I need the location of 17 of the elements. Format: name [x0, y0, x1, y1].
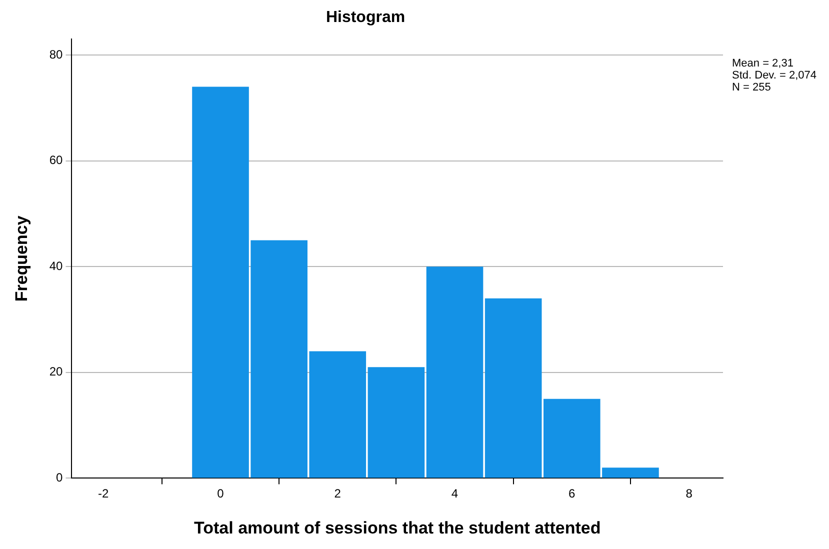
x-tick-label: 2: [334, 486, 342, 501]
text: Mean = 2,31: [732, 58, 794, 70]
y-axis-title: Frequency: [12, 215, 31, 302]
x-tick-label: -2: [98, 486, 110, 501]
x-tick-label: 8: [686, 486, 693, 501]
x-tick-label: 6: [568, 486, 576, 501]
text: Std. Dev. = 2,074: [732, 70, 816, 82]
y-tick-label: 0: [56, 470, 64, 485]
chart-title: Histogram: [326, 9, 406, 26]
x-tick-label: 4: [451, 486, 458, 501]
y-tick-label: 40: [49, 258, 64, 273]
y-tick-label: 60: [49, 153, 64, 168]
x-axis-title: Total amount of sessions that the student attented: [194, 518, 601, 538]
y-tick-label: 80: [49, 47, 64, 62]
text: N = 255: [732, 82, 771, 94]
y-tick-label: 20: [49, 364, 64, 379]
x-tick-label: 0: [217, 486, 224, 501]
